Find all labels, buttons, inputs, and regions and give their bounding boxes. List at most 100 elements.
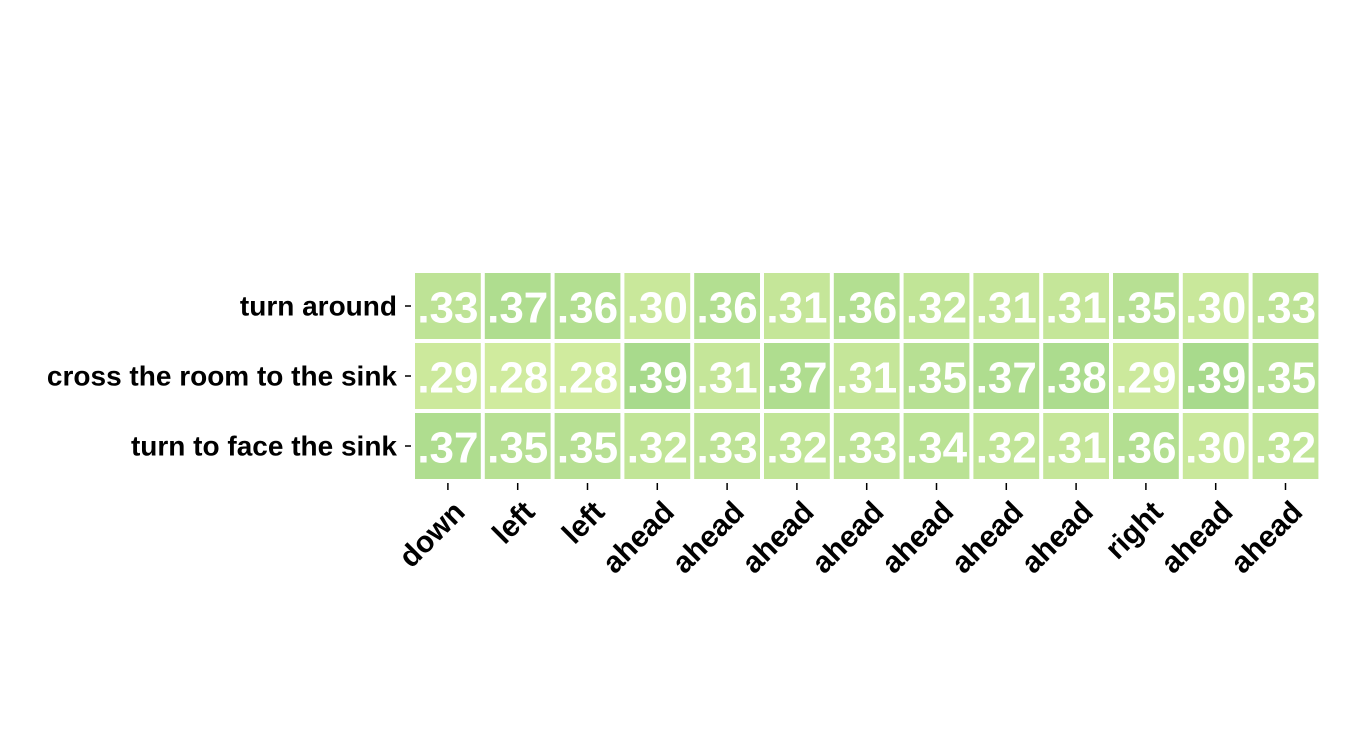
cell-value-labels: .33.37.36.30.36.31.36.32.31.31.35.30.33.… <box>417 284 1316 473</box>
heatmap-cell <box>484 343 551 409</box>
column-label: ahead <box>1155 495 1240 580</box>
cell-value-label: .32 <box>766 424 827 473</box>
cell-value-label: .32 <box>1255 424 1316 473</box>
heatmap-cell <box>1113 273 1179 339</box>
cell-value-label: .35 <box>487 424 548 473</box>
row-label: turn to face the sink <box>131 431 397 462</box>
heatmap-cell <box>694 273 760 339</box>
column-label: ahead <box>736 495 821 580</box>
cell-value-label: .28 <box>557 354 618 403</box>
heatmap-cells <box>415 273 1319 479</box>
column-label: left <box>486 495 541 550</box>
heatmap-cell <box>624 413 691 479</box>
cell-value-label: .30 <box>627 284 688 333</box>
heatmap-cell <box>484 413 551 479</box>
heatmap-cell <box>973 413 1040 479</box>
cell-value-label: .39 <box>627 354 688 403</box>
cell-value-label: .35 <box>906 354 967 403</box>
row-label: turn around <box>240 291 397 322</box>
column-ticks <box>447 483 1287 490</box>
cell-value-label: .33 <box>417 284 478 333</box>
heatmap-cell <box>1043 413 1109 479</box>
row-labels: turn around cross the room to the sink tur… <box>47 291 398 462</box>
heatmap-cell <box>1043 273 1109 339</box>
cell-value-label: .37 <box>487 284 548 333</box>
column-label: ahead <box>806 495 891 580</box>
cell-value-label: .36 <box>697 284 758 333</box>
heatmap-cell <box>1113 343 1179 409</box>
heatmap-cell <box>764 273 830 339</box>
cell-value-label: .35 <box>1115 284 1176 333</box>
heatmap-cell <box>694 343 760 409</box>
heatmap-cell <box>1182 413 1249 479</box>
cell-value-label: .30 <box>1185 284 1246 333</box>
heatmap-cell <box>415 273 481 339</box>
row-ticks <box>405 305 411 447</box>
heatmap-cell <box>1252 343 1319 409</box>
heatmap-cell <box>764 343 830 409</box>
heatmap-cell <box>1252 273 1319 339</box>
cell-value-label: .31 <box>1046 424 1107 473</box>
cell-value-label: .31 <box>766 284 827 333</box>
cell-value-label: .33 <box>836 424 897 473</box>
cell-value-label: .37 <box>766 354 827 403</box>
column-label: ahead <box>596 495 681 580</box>
cell-value-label: .29 <box>1115 354 1176 403</box>
heatmap-cell <box>833 343 900 409</box>
cell-value-label: .36 <box>1115 424 1176 473</box>
heatmap-cell <box>903 343 970 409</box>
heatmap-cell <box>973 273 1040 339</box>
heatmap-cell <box>554 413 621 479</box>
cell-value-label: .32 <box>906 284 967 333</box>
cell-value-label: .37 <box>417 424 478 473</box>
cell-value-label: .28 <box>487 354 548 403</box>
heatmap-cell <box>415 413 481 479</box>
heatmap-cell <box>1043 343 1109 409</box>
heatmap-cell <box>484 273 551 339</box>
cell-value-label: .34 <box>906 424 968 473</box>
heatmap-cell <box>903 413 970 479</box>
cell-value-label: .33 <box>1255 284 1316 333</box>
cell-value-label: .32 <box>976 424 1037 473</box>
column-label: ahead <box>666 495 751 580</box>
heatmap-cell <box>415 343 481 409</box>
cell-value-label: .31 <box>697 354 758 403</box>
cell-value-label: .36 <box>557 284 618 333</box>
heatmap-cell <box>554 343 621 409</box>
cell-value-label: .32 <box>627 424 688 473</box>
heatmap-cell <box>833 413 900 479</box>
cell-value-label: .30 <box>1185 424 1246 473</box>
heatmap-cell <box>1182 273 1249 339</box>
cell-value-label: .35 <box>1255 354 1316 403</box>
heatmap-cell <box>973 343 1040 409</box>
cell-value-label: .37 <box>976 354 1037 403</box>
column-labels: down left leftaheadaheadaheadaheadaheadahe… <box>393 495 1309 580</box>
row-label: cross the room to the sink <box>47 361 397 392</box>
heatmap-cell <box>694 413 760 479</box>
heatmap-cell <box>624 343 691 409</box>
cell-value-label: .31 <box>1046 284 1107 333</box>
cell-value-label: .31 <box>836 354 897 403</box>
column-label: ahead <box>876 495 961 580</box>
column-label: ahead <box>1015 495 1100 580</box>
column-label: ahead <box>945 495 1030 580</box>
heatmap-cell <box>1252 413 1319 479</box>
heatmap-cell <box>554 273 621 339</box>
heatmap-cell <box>903 273 970 339</box>
heatmap-cell <box>764 413 830 479</box>
column-label: down <box>393 495 472 574</box>
heatmap-cell <box>833 273 900 339</box>
cell-value-label: .31 <box>976 284 1037 333</box>
cell-value-label: .35 <box>557 424 618 473</box>
cell-value-label: .38 <box>1046 354 1107 403</box>
cell-value-label: .39 <box>1185 354 1246 403</box>
column-label: left <box>556 495 611 550</box>
cell-value-label: .36 <box>836 284 897 333</box>
cell-value-label: .29 <box>417 354 478 403</box>
heatmap-cell <box>1113 413 1179 479</box>
heatmap-cell <box>624 273 691 339</box>
column-label: ahead <box>1225 495 1310 580</box>
cell-value-label: .33 <box>697 424 758 473</box>
heatmap-cell <box>1182 343 1249 409</box>
